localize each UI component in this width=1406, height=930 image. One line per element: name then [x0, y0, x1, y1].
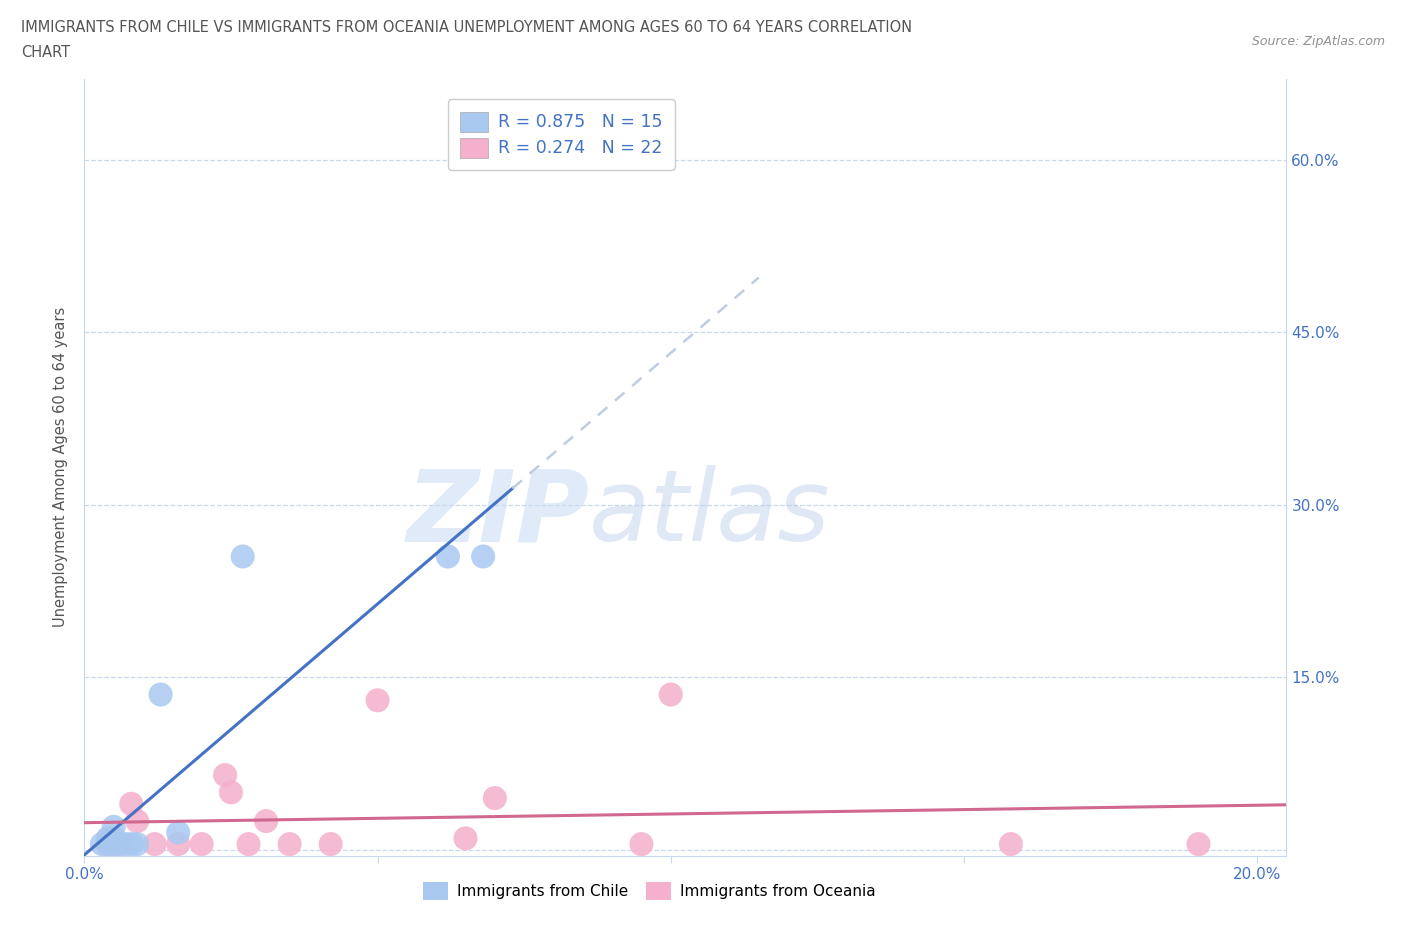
Point: [472, 549, 495, 564]
Point: [219, 785, 242, 800]
Point: [103, 837, 125, 852]
Point: [97, 830, 120, 845]
Point: [127, 837, 149, 852]
Text: atlas: atlas: [589, 465, 831, 563]
Point: [232, 549, 254, 564]
Point: [1000, 837, 1022, 852]
Point: [120, 796, 142, 811]
Point: [103, 819, 125, 834]
Point: [367, 693, 389, 708]
Text: Source: ZipAtlas.com: Source: ZipAtlas.com: [1251, 35, 1385, 48]
Point: [484, 790, 506, 805]
Point: [238, 837, 260, 852]
Point: [278, 837, 301, 852]
Point: [167, 825, 190, 840]
Text: CHART: CHART: [21, 45, 70, 60]
Point: [103, 830, 125, 845]
Point: [120, 837, 142, 852]
Point: [214, 767, 236, 782]
Point: [454, 830, 477, 845]
Legend: Immigrants from Chile, Immigrants from Oceania: Immigrants from Chile, Immigrants from O…: [418, 876, 882, 906]
Point: [97, 837, 120, 852]
Point: [319, 837, 342, 852]
Point: [167, 837, 190, 852]
Point: [97, 830, 120, 845]
Point: [437, 549, 460, 564]
Text: ZIP: ZIP: [406, 465, 589, 563]
Y-axis label: Unemployment Among Ages 60 to 64 years: Unemployment Among Ages 60 to 64 years: [53, 307, 69, 628]
Point: [108, 837, 131, 852]
Point: [91, 837, 114, 852]
Text: IMMIGRANTS FROM CHILE VS IMMIGRANTS FROM OCEANIA UNEMPLOYMENT AMONG AGES 60 TO 6: IMMIGRANTS FROM CHILE VS IMMIGRANTS FROM…: [21, 20, 912, 35]
Point: [114, 837, 136, 852]
Point: [108, 837, 131, 852]
Point: [1187, 837, 1209, 852]
Point: [630, 837, 652, 852]
Point: [127, 814, 149, 829]
Point: [103, 837, 125, 852]
Point: [254, 814, 277, 829]
Point: [659, 687, 682, 702]
Point: [149, 687, 172, 702]
Point: [190, 837, 212, 852]
Point: [97, 837, 120, 852]
Point: [143, 837, 166, 852]
